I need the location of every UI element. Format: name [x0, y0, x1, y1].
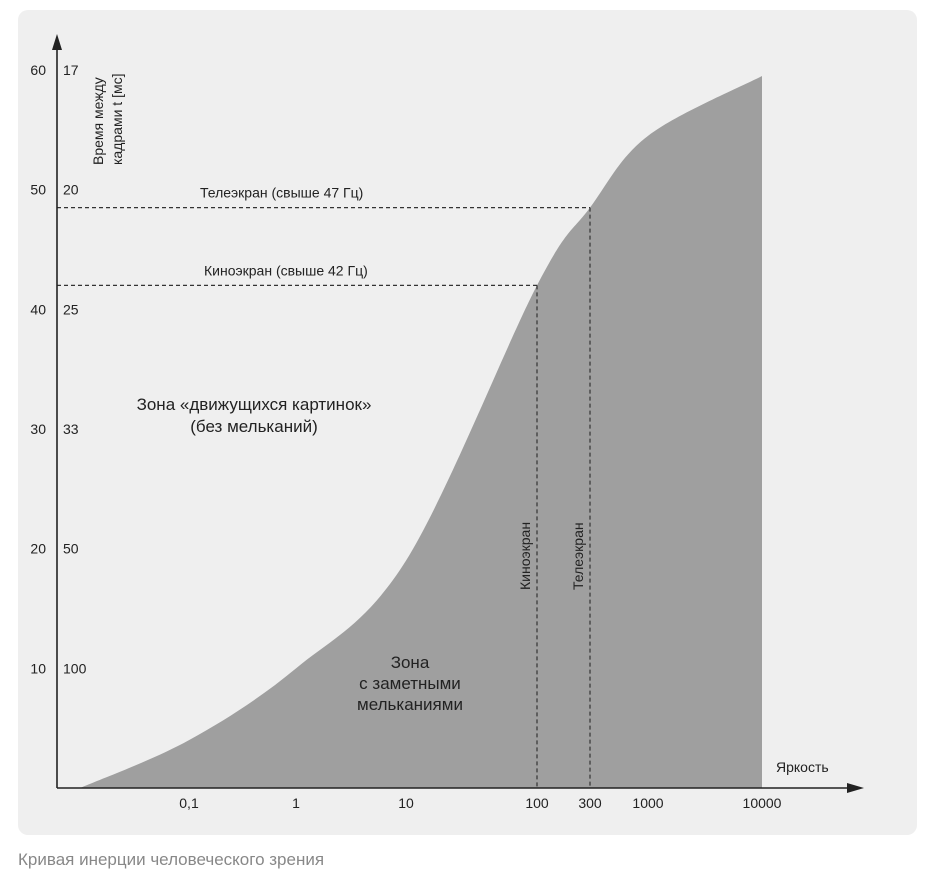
cinema-vertical-label: Киноэкран — [517, 522, 533, 590]
x-tick-label: 10 — [398, 795, 414, 811]
x-tick-label: 1000 — [632, 795, 663, 811]
y-tick-label-left: 30 — [30, 421, 46, 437]
flicker-zone-area — [80, 75, 762, 788]
upper-zone-label: Зона «движущихся картинок» — [137, 395, 372, 414]
y-tick-label-right: 50 — [63, 541, 79, 557]
y-tick-label-left: 40 — [30, 301, 46, 317]
y-tick-label-left: 50 — [30, 182, 46, 198]
y-tick-label-right: 100 — [63, 660, 87, 676]
x-tick-label: 10000 — [743, 795, 782, 811]
tv-line-label: Телеэкран (свыше 47 Гц) — [200, 185, 363, 201]
y-tick-label-right: 17 — [63, 62, 79, 78]
lower-zone-label: Зона — [391, 653, 430, 672]
y-tick-label-right: 33 — [63, 421, 79, 437]
lower-zone-label: мельканиями — [357, 695, 463, 714]
lower-zone-label: с заметными — [359, 674, 461, 693]
x-tick-label: 1 — [292, 795, 300, 811]
cinema-line-label: Киноэкран (свыше 42 Гц) — [204, 262, 368, 278]
y-axis-arrow — [52, 34, 62, 50]
y-tick-label-left: 60 — [30, 62, 46, 78]
y-tick-label-left: 10 — [30, 660, 46, 676]
y-axis-label-line2: кадрами t [мс] — [109, 74, 125, 165]
y-tick-label-right: 25 — [63, 301, 79, 317]
y-axis-label-line1: Время между — [90, 77, 106, 165]
figure-caption: Кривая инерции человеческого зрения — [18, 850, 325, 869]
x-tick-label: 300 — [578, 795, 602, 811]
x-axis-arrow — [847, 783, 864, 793]
y-tick-label-right: 20 — [63, 182, 79, 198]
y-tick-label-left: 20 — [30, 541, 46, 557]
tv-vertical-label: Телеэкран — [570, 522, 586, 590]
x-tick-label: 100 — [525, 795, 549, 811]
x-axis-label: Яркость — [776, 759, 829, 775]
x-tick-label: 0,1 — [179, 795, 199, 811]
upper-zone-label: (без мельканий) — [190, 417, 317, 436]
